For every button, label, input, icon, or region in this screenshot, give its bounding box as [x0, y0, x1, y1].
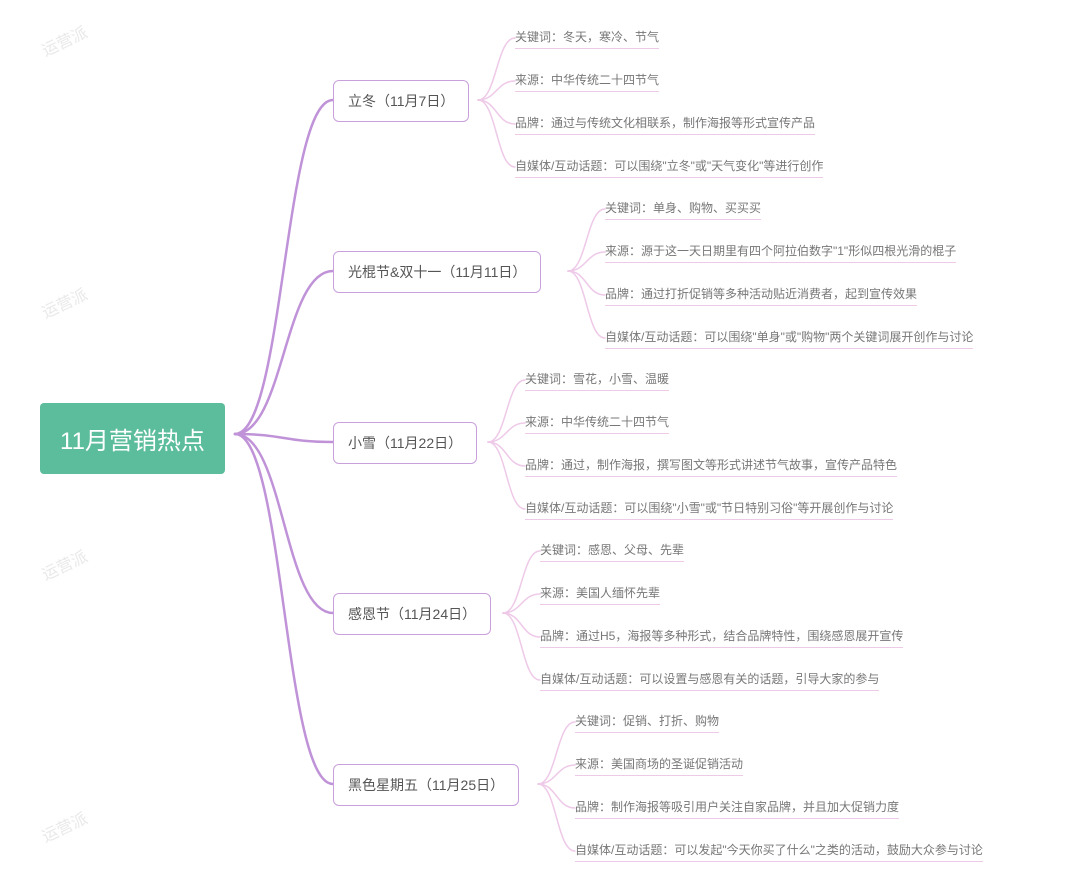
leaf-node: 自媒体/互动话题：可以围绕"小雪"或"节日特别习俗"等开展创作与讨论 — [525, 499, 893, 520]
level1-node[interactable]: 小雪（11月22日） — [333, 422, 477, 464]
leaf-node: 关键词：雪花，小雪、温暖 — [525, 370, 669, 391]
leaf-node: 来源：美国商场的圣诞促销活动 — [575, 755, 743, 776]
leaf-node: 品牌：通过H5，海报等多种形式，结合品牌特性，围绕感恩展开宣传 — [540, 627, 903, 648]
level1-node[interactable]: 黑色星期五（11月25日） — [333, 764, 519, 806]
leaf-node: 关键词：促销、打折、购物 — [575, 712, 719, 733]
leaf-node: 品牌：制作海报等吸引用户关注自家品牌，并且加大促销力度 — [575, 798, 899, 819]
leaf-node: 自媒体/互动话题：可以围绕"单身"或"购物"两个关键词展开创作与讨论 — [605, 328, 973, 349]
watermark: 运营派 — [37, 19, 91, 61]
leaf-node: 关键词：感恩、父母、先辈 — [540, 541, 684, 562]
leaf-node: 自媒体/互动话题：可以发起"今天你买了什么"之类的活动，鼓励大众参与讨论 — [575, 841, 983, 862]
leaf-node: 关键词：冬天，寒冷、节气 — [515, 28, 659, 49]
leaf-node: 品牌：通过打折促销等多种活动贴近消费者，起到宣传效果 — [605, 285, 917, 306]
watermark: 运营派 — [37, 805, 91, 847]
leaf-node: 关键词：单身、购物、买买买 — [605, 199, 761, 220]
leaf-node: 自媒体/互动话题：可以围绕"立冬"或"天气变化"等进行创作 — [515, 157, 823, 178]
leaf-node: 品牌：通过，制作海报，撰写图文等形式讲述节气故事，宣传产品特色 — [525, 456, 897, 477]
watermark: 运营派 — [37, 543, 91, 585]
level1-node[interactable]: 感恩节（11月24日） — [333, 593, 491, 635]
leaf-node: 自媒体/互动话题：可以设置与感恩有关的话题，引导大家的参与 — [540, 670, 879, 691]
leaf-node: 品牌：通过与传统文化相联系，制作海报等形式宣传产品 — [515, 114, 815, 135]
root-node[interactable]: 11月营销热点 — [40, 403, 225, 474]
leaf-node: 来源：中华传统二十四节气 — [525, 413, 669, 434]
leaf-node: 来源：美国人缅怀先辈 — [540, 584, 660, 605]
watermark: 运营派 — [37, 281, 91, 323]
leaf-node: 来源：源于这一天日期里有四个阿拉伯数字"1"形似四根光滑的棍子 — [605, 242, 956, 263]
level1-node[interactable]: 光棍节&双十一（11月11日） — [333, 251, 541, 293]
leaf-node: 来源：中华传统二十四节气 — [515, 71, 659, 92]
level1-node[interactable]: 立冬（11月7日） — [333, 80, 469, 122]
